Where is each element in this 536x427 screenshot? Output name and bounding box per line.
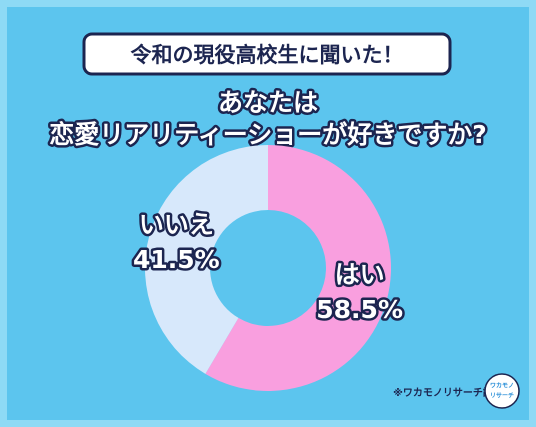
logo-badge <box>484 373 520 409</box>
logo-text: リサーチ <box>490 393 514 400</box>
title-badge <box>82 32 452 76</box>
logo: ワカモノ リサーチ <box>484 373 520 409</box>
logo-text: ワカモノ <box>490 383 514 390</box>
slice <box>144 145 268 374</box>
chart-title: 令和の現役高校生に聞いた！ <box>131 43 404 67</box>
source: ※ワカモノリサーチ調べ <box>393 386 503 399</box>
donut <box>144 145 391 392</box>
value-label: 58.5% <box>316 295 403 324</box>
value-label: 41.5% <box>133 245 220 274</box>
slice-label: いいえ <box>139 210 214 239</box>
subtitle: 恋愛リアリティーショーが好きですか? <box>49 120 487 149</box>
slice <box>205 145 391 392</box>
slice-label: はい <box>335 260 385 289</box>
subtitle: あなたは <box>218 88 318 117</box>
